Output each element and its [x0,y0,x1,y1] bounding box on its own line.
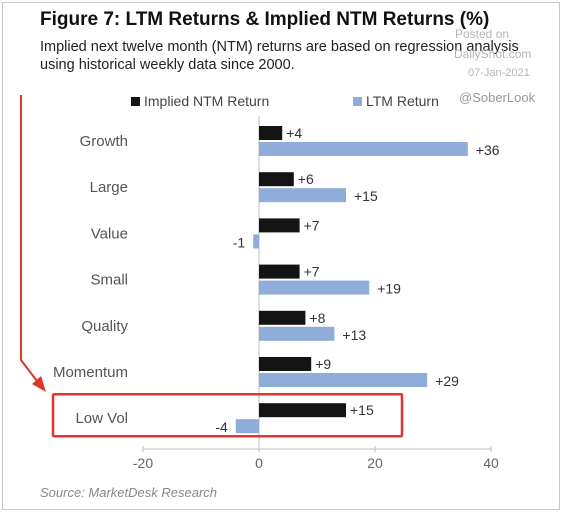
bar-ltm-large [259,188,346,203]
chart-title: Figure 7: LTM Returns & Implied NTM Retu… [40,9,490,30]
x-tick-label: 0 [255,455,263,471]
category-label-growth: Growth [80,133,128,150]
bar-implied-low-vol [259,403,346,418]
bar-ltm-value [253,234,259,249]
highlight-arrow-head [32,376,46,392]
bar-ltm-growth [259,142,468,156]
x-tick-label: 20 [367,455,383,471]
data-label-implied-momentum: +9 [315,356,331,372]
x-tick-label: 40 [483,455,499,471]
category-label-small: Small [90,272,128,289]
data-label-implied-large: +6 [298,171,314,187]
bar-ltm-small [259,280,370,295]
legend-item-ltm: LTM Return [353,93,439,109]
bar-implied-small [259,264,300,279]
bar-implied-large [259,172,294,187]
data-label-ltm-small: +19 [377,281,401,297]
legend-label-implied: Implied NTM Return [144,93,270,109]
data-label-ltm-low-vol: -4 [215,419,228,435]
highlight-box [51,392,404,438]
highlight-arrow-line [20,95,41,386]
legend-swatch-ltm [353,96,362,106]
data-label-ltm-momentum: +29 [435,373,459,389]
legend-item-implied: Implied NTM Return [131,93,269,109]
data-label-ltm-quality: +13 [342,327,366,343]
source-note: Source: MarketDesk Research [40,485,218,500]
bar-ltm-quality [259,326,335,341]
watermark-handle: @SoberLook [459,90,536,105]
bar-ltm-momentum [259,373,428,387]
bar-implied-growth [259,126,283,140]
data-label-implied-value: +7 [304,217,320,233]
chart-subtitle: Implied next twelve month (NTM) returns … [40,39,519,73]
data-label-ltm-value: -1 [233,234,246,250]
watermark-date: 07-Jan-2021 [468,67,530,79]
legend-label-ltm: LTM Return [366,93,439,109]
legend-swatch-implied [131,96,140,106]
category-label-large: Large [90,179,128,196]
category-label-low-vol: Low Vol [75,410,128,427]
figure-frame [2,2,560,510]
x-tick-label: -20 [133,455,153,471]
watermark-site: DailyShot.com [454,47,532,61]
watermark-posted-on: Posted on [455,27,510,41]
bar-ltm-low-vol [235,419,259,434]
category-label-quality: Quality [81,318,128,335]
data-label-implied-small: +7 [304,264,320,280]
data-label-ltm-large: +15 [354,188,378,204]
bar-implied-value [259,218,300,233]
category-label-value: Value [91,225,128,242]
category-label-momentum: Momentum [53,364,128,381]
data-label-implied-low-vol: +15 [350,402,374,418]
data-label-implied-quality: +8 [309,310,325,326]
bar-implied-quality [259,310,306,325]
data-label-implied-growth: +4 [286,125,302,141]
data-label-ltm-growth: +36 [476,142,500,158]
bar-implied-momentum [259,357,312,371]
